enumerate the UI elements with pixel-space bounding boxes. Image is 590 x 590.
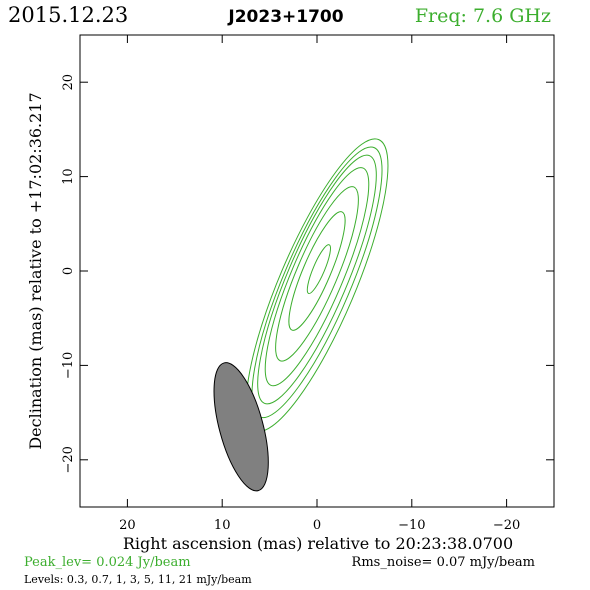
rms-noise: Rms_noise= 0.07 mJy/beam	[352, 555, 535, 570]
contour-levels: Levels: 0.3, 0.7, 1, 3, 5, 11, 21 mJy/be…	[24, 573, 252, 586]
contour-level-11	[288, 211, 346, 331]
observation-date: 2015.12.23	[8, 3, 128, 27]
x-tick-label: −20	[493, 518, 520, 533]
x-tick-label: 10	[214, 518, 231, 533]
y-tick-label: −10	[61, 352, 76, 379]
x-tick-label: 0	[313, 518, 321, 533]
x-tick-label: 20	[119, 518, 136, 533]
frequency-label: Freq: 7.6 GHz	[415, 5, 551, 27]
beam-group	[213, 362, 269, 492]
x-axis-label: Right ascension (mas) relative to 20:23:…	[123, 534, 513, 553]
axis-ticks: 20 10 0 −10 −20 20 10 0 −10 −20	[61, 35, 554, 533]
y-axis-label: Declination (mas) relative to +17:02:36.…	[26, 92, 45, 449]
y-tick-label: 0	[61, 267, 76, 275]
contour-level-1	[257, 154, 377, 405]
y-tick-label: −20	[61, 446, 76, 473]
contour-level-5	[275, 186, 359, 362]
y-tick-label: 10	[61, 168, 76, 185]
contour-level-0_7	[251, 146, 383, 419]
peak-level: Peak_lev= 0.024 Jy/beam	[24, 555, 191, 570]
beam-ellipse	[213, 362, 269, 492]
source-name: J2023+1700	[227, 7, 343, 27]
x-tick-label: −10	[398, 518, 425, 533]
contour-level-21	[306, 244, 331, 295]
plot-frame	[79, 34, 555, 508]
contour-level-3	[264, 167, 370, 387]
y-tick-label: 20	[61, 74, 76, 91]
contour-group	[245, 138, 389, 432]
